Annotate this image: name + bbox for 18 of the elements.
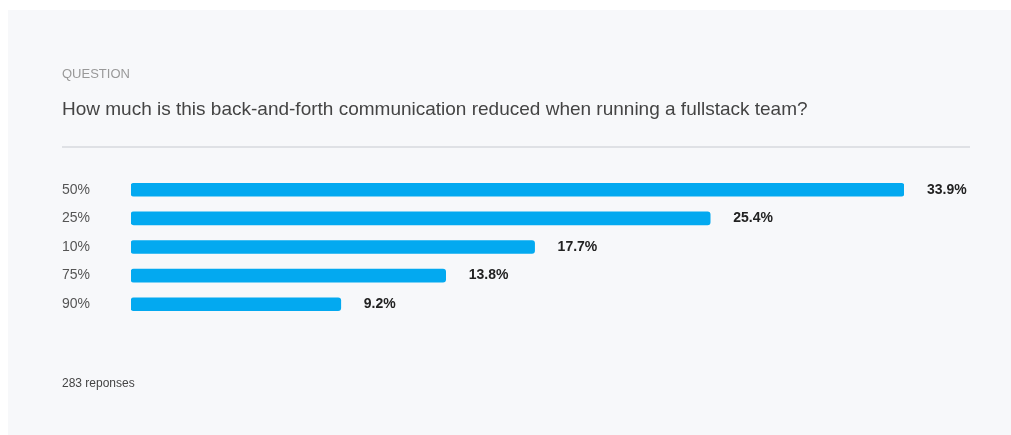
bar: [131, 268, 446, 283]
data-label: 9.2%: [363, 295, 397, 312]
bar: [131, 297, 342, 312]
data-label: 13.8%: [468, 266, 509, 283]
data-label: 33.9%: [927, 180, 968, 197]
chart-title: How much is this back-and-forth communication reduced when running a fullstack team?: [62, 98, 808, 120]
y-tick-label: 75%: [62, 266, 91, 283]
y-tick-label: 10%: [62, 237, 91, 254]
y-tick-label: 50%: [62, 180, 91, 197]
bar: [131, 211, 711, 226]
data-label: 17.7%: [557, 237, 598, 254]
bar: [131, 240, 535, 254]
bar: [131, 182, 904, 197]
text: 283 reponses: [62, 376, 135, 390]
chart-subtitle: QUESTION: [62, 66, 130, 81]
y-tick-label: 90%: [62, 295, 91, 312]
data-label: 25.4%: [733, 209, 774, 226]
y-tick-label: 25%: [62, 209, 91, 226]
